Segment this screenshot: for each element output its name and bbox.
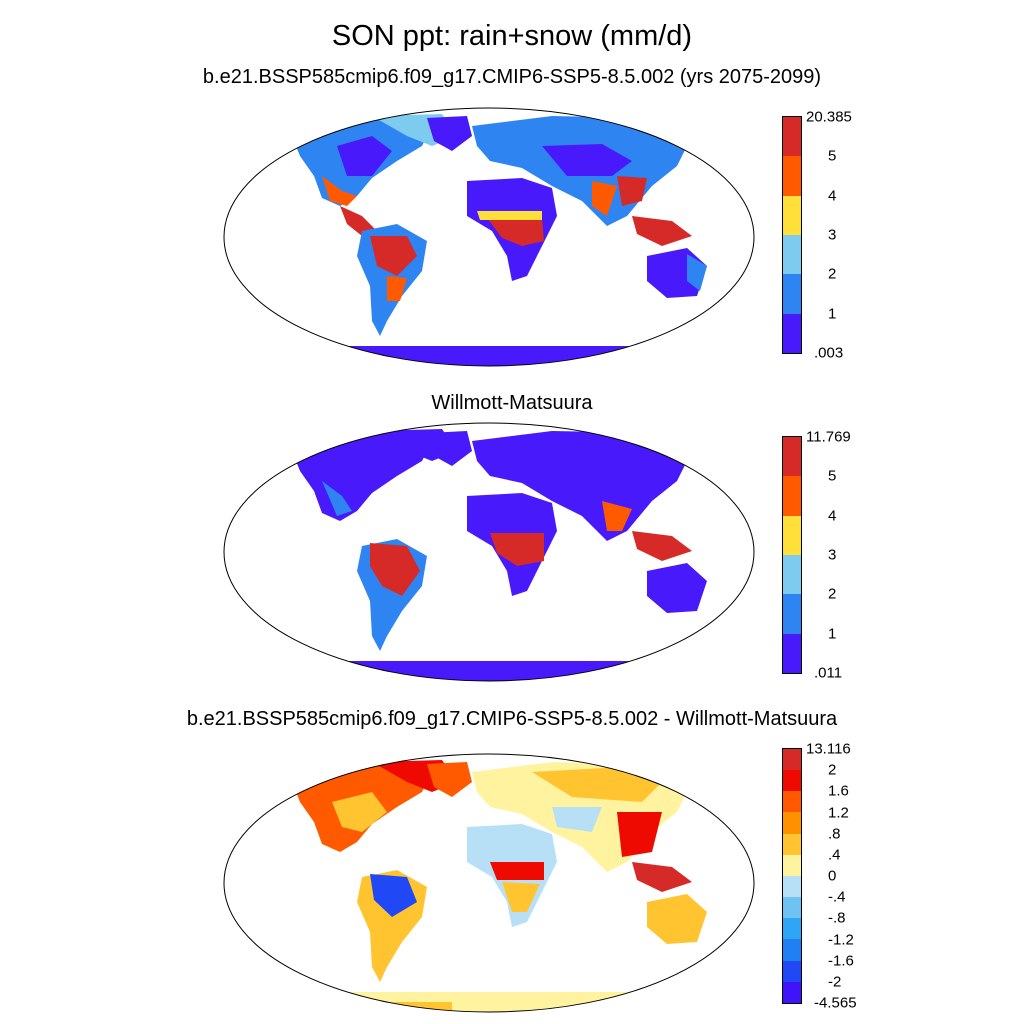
colorbar-label: 4 <box>828 187 837 205</box>
colorbar-label: .011 <box>814 664 843 682</box>
colorbar-label: 13.116 <box>806 740 851 758</box>
panel-1-title: b.e21.BSSP585cmip6.f09_g17.CMIP6-SSP5-8.… <box>202 66 822 88</box>
colorbar-label: 1 <box>828 625 837 643</box>
colorbar-segment <box>783 117 801 157</box>
colorbar-segment <box>783 313 801 353</box>
colorbar-segment <box>783 960 801 982</box>
panel-3-title: b.e21.BSSP585cmip6.f09_g17.CMIP6-SSP5-8.… <box>186 708 838 730</box>
colorbar-segment <box>783 195 801 235</box>
colorbar-segment <box>783 854 801 876</box>
colorbar-label: 3 <box>828 546 837 564</box>
colorbar-segment <box>783 515 801 555</box>
colorbar-label: 20.385 <box>806 108 852 126</box>
colorbar-label: 11.769 <box>806 428 851 446</box>
colorbar-segment <box>783 770 801 792</box>
colorbar-label: -.4 <box>828 888 846 906</box>
colorbar-label: 0 <box>828 867 837 885</box>
colorbar-label: .8 <box>828 825 841 843</box>
colorbar-label: -.8 <box>828 909 846 927</box>
colorbar-boxes <box>782 116 802 354</box>
colorbar-label: -1.2 <box>828 931 854 948</box>
colorbar-segment <box>783 875 801 898</box>
colorbar-label: -4.565 <box>814 994 857 1012</box>
panel-1-map <box>223 107 755 367</box>
colorbar-label: -2 <box>828 973 842 991</box>
colorbar-segment <box>783 812 801 834</box>
colorbar-segment <box>783 437 801 477</box>
colorbar-label: 1.2 <box>828 804 849 821</box>
panel-2-map <box>223 422 755 682</box>
colorbar-segment <box>783 274 801 314</box>
colorbar-segment <box>783 476 801 516</box>
colorbar-label: .4 <box>828 846 841 864</box>
colorbar-segment <box>783 918 801 940</box>
colorbar-segment <box>783 939 801 961</box>
colorbar-label: 4 <box>828 507 837 525</box>
colorbar-segment <box>783 554 801 595</box>
figure-title: SON ppt: rain+snow (mm/d) <box>331 20 693 52</box>
colorbar-segment <box>783 156 801 196</box>
colorbar-label: 2 <box>828 761 837 779</box>
panel-3-map <box>223 753 755 1013</box>
panel-2-title: Willmott-Matsuura <box>431 392 593 414</box>
colorbar-segment <box>783 234 801 275</box>
colorbar-label: 3 <box>828 226 837 244</box>
colorbar-label: 1.6 <box>828 782 849 800</box>
colorbar-label: -1.6 <box>828 952 854 970</box>
colorbar-segment <box>783 749 801 771</box>
colorbar-label: 5 <box>828 147 837 165</box>
colorbar-segment <box>783 981 801 1003</box>
colorbar-segment <box>783 897 801 919</box>
colorbar-segment <box>783 833 801 855</box>
colorbar-label: 2 <box>828 585 837 603</box>
colorbar-segment <box>783 594 801 634</box>
colorbar-label: 2 <box>828 265 837 283</box>
colorbar-segment <box>783 791 801 813</box>
colorbar-label: .003 <box>814 344 844 362</box>
colorbar-label: 5 <box>828 467 837 485</box>
colorbar-boxes <box>782 748 802 1004</box>
colorbar-label: 1 <box>828 305 837 323</box>
colorbar-segment <box>783 633 801 673</box>
colorbar-boxes <box>782 436 802 674</box>
